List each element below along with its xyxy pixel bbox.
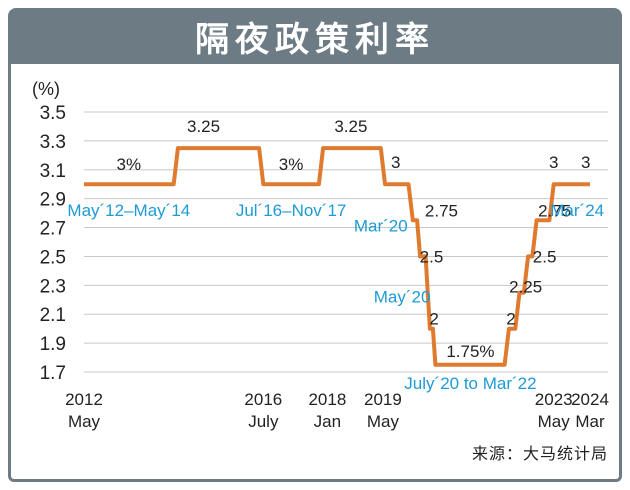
y-tick-label: 3.1 bbox=[40, 161, 66, 182]
x-tick-label-year: 2018 bbox=[308, 390, 346, 409]
value-label: 3% bbox=[117, 155, 142, 174]
y-tick-label: 2.3 bbox=[40, 276, 66, 297]
source-note: 来源：大马统计局 bbox=[471, 444, 608, 463]
y-tick-label: 2.7 bbox=[40, 219, 66, 240]
y-tick-label: 2.5 bbox=[40, 247, 66, 268]
x-tick-label-year: 2024 bbox=[571, 390, 609, 409]
value-label: 3.25 bbox=[334, 117, 367, 136]
x-tick-label-month: May bbox=[68, 412, 101, 431]
x-tick-label-year: 2019 bbox=[364, 390, 402, 409]
y-tick-label: 1.9 bbox=[40, 334, 66, 355]
axis-layer: 1.7 1.9 2.1 2.3 2.5 2.7 2.9 3.1 3.3 3.5 (%) 2012 May… bbox=[32, 79, 609, 431]
y-tick-label: 3.5 bbox=[40, 103, 66, 124]
title-bar: 隔夜政策利率 bbox=[8, 8, 622, 64]
y-tick-label: 1.7 bbox=[40, 363, 66, 384]
y-tick-label: 2.9 bbox=[40, 190, 66, 211]
x-tick-label-month: Jan bbox=[314, 412, 341, 431]
value-label: 2.5 bbox=[420, 247, 444, 266]
chart-title: 隔夜政策利率 bbox=[195, 19, 435, 60]
value-label: 2 bbox=[506, 310, 515, 329]
date-range-label: Mar´24 bbox=[550, 201, 604, 220]
value-label: 2 bbox=[429, 310, 438, 329]
x-tick-label-year: 2012 bbox=[65, 390, 103, 409]
grid-layer bbox=[84, 111, 608, 373]
y-tick-label: 3.3 bbox=[40, 132, 66, 153]
y-tick-label: 2.1 bbox=[40, 305, 66, 326]
x-tick-label-month: July bbox=[248, 412, 279, 431]
value-label: 3 bbox=[391, 153, 400, 172]
x-tick-label-month: May bbox=[367, 412, 400, 431]
x-tick-label-month: Mar bbox=[575, 412, 605, 431]
value-label: 2.25 bbox=[509, 278, 542, 297]
value-label: 3% bbox=[279, 155, 304, 174]
chart-panel bbox=[8, 62, 622, 482]
date-range-label: Mar´20 bbox=[354, 217, 408, 236]
value-label: 1.75% bbox=[446, 342, 494, 361]
value-label: 2.75 bbox=[425, 201, 458, 220]
value-label: 3 bbox=[549, 153, 558, 172]
series-line bbox=[84, 146, 590, 367]
value-label: 2.75 bbox=[538, 201, 571, 220]
date-range-label: Jul´16–Nov´17 bbox=[236, 201, 347, 220]
date-range-label: July´20 to Mar´22 bbox=[404, 374, 536, 393]
value-label: 3 bbox=[581, 153, 590, 172]
label-layer: 3% 3.25 3% 3.25 3 2.75 2.5 2 1.75% 2 2.25 2.5 2.75 3 3… bbox=[67, 117, 604, 393]
date-range-label: May´12–May´14 bbox=[67, 201, 190, 220]
value-label: 2.5 bbox=[533, 247, 557, 266]
value-label: 3.25 bbox=[187, 117, 220, 136]
x-tick-label-year: 2023 bbox=[535, 390, 573, 409]
x-tick-label-month: May bbox=[538, 412, 571, 431]
x-tick-label-year: 2016 bbox=[244, 390, 282, 409]
series-layer bbox=[84, 146, 590, 367]
date-range-label: May´20 bbox=[374, 287, 431, 306]
y-unit-label: (%) bbox=[32, 79, 60, 99]
